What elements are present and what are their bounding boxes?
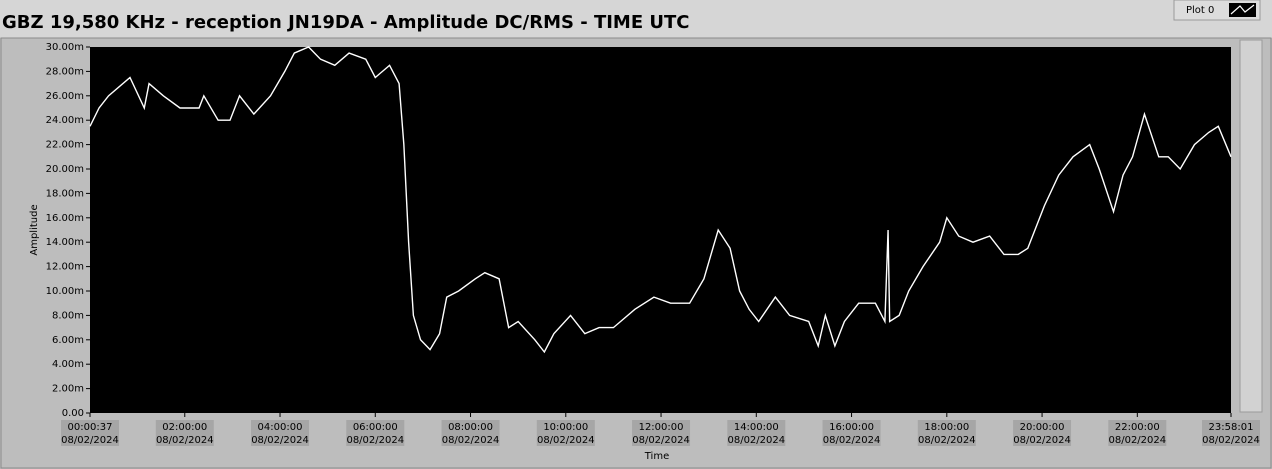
side-panel: [1239, 39, 1263, 413]
x-tick-label: 14:00:00: [734, 422, 779, 433]
x-tick-label: 00:00:37: [68, 422, 113, 433]
y-tick-label: 4.00m: [52, 359, 84, 370]
x-tick-label: 12:00:00: [639, 422, 684, 433]
x-tick-label: 08/02/2024: [823, 435, 881, 446]
legend-swatch: [1229, 3, 1256, 17]
plot-area: [90, 47, 1231, 413]
x-tick-label: 08/02/2024: [1202, 435, 1260, 446]
x-tick-label: 08/02/2024: [918, 435, 976, 446]
y-tick-label: 10.00m: [46, 286, 84, 297]
x-tick-label: 16:00:00: [829, 422, 874, 433]
x-tick-label-box: [1108, 420, 1167, 446]
x-tick-label-box: [1013, 420, 1072, 446]
x-tick-label: 08/02/2024: [1013, 435, 1071, 446]
x-tick-label-box: [346, 420, 405, 446]
y-tick-label: 16.00m: [46, 213, 84, 224]
x-tick-label: 20:00:00: [1020, 422, 1065, 433]
chart-title: GBZ 19,580 KHz - reception JN19DA - Ampl…: [2, 12, 690, 33]
x-tick-label: 08/02/2024: [442, 435, 500, 446]
x-tick-label: 22:00:00: [1115, 422, 1160, 433]
x-tick-label: 08/02/2024: [251, 435, 309, 446]
y-tick-label: 18.00m: [46, 188, 84, 199]
y-tick-label: 2.00m: [52, 384, 84, 395]
x-axis-label: Time: [644, 451, 669, 462]
x-tick-label: 08/02/2024: [537, 435, 595, 446]
x-tick-label: 08:00:00: [448, 422, 493, 433]
y-axis-label: Amplitude: [29, 204, 40, 255]
x-tick-label-box: [61, 420, 119, 446]
title-bar: [0, 0, 1272, 38]
y-tick-label: 0.00: [62, 408, 84, 419]
y-tick-label: 8.00m: [52, 310, 84, 321]
x-tick-label: 08/02/2024: [346, 435, 404, 446]
x-tick-label: 08/02/2024: [1108, 435, 1166, 446]
x-tick-label: 18:00:00: [924, 422, 969, 433]
x-tick-label-box: [632, 420, 691, 446]
x-tick-label: 06:00:00: [353, 422, 398, 433]
y-tick-label: 20.00m: [46, 164, 84, 175]
x-tick-label: 10:00:00: [543, 422, 588, 433]
legend-label: Plot 0: [1186, 5, 1214, 16]
x-tick-label-box: [251, 420, 310, 446]
y-tick-label: 28.00m: [46, 66, 84, 77]
x-tick-label-box: [917, 420, 976, 446]
x-tick-label-box: [822, 420, 881, 446]
y-tick-label: 22.00m: [46, 140, 84, 151]
x-tick-label: 08/02/2024: [156, 435, 214, 446]
y-tick-label: 14.00m: [46, 237, 84, 248]
y-tick-label: 24.00m: [46, 115, 84, 126]
y-tick-label: 6.00m: [52, 335, 84, 346]
x-tick-label-box: [536, 420, 595, 446]
x-tick-label: 04:00:00: [258, 422, 303, 433]
x-tick-label: 08/02/2024: [727, 435, 785, 446]
y-tick-label: 26.00m: [46, 91, 84, 102]
x-tick-label-box: [727, 420, 786, 446]
y-tick-label: 30.00m: [46, 42, 84, 53]
x-tick-label: 23:58:01: [1209, 422, 1254, 433]
x-tick-label: 08/02/2024: [632, 435, 690, 446]
x-tick-label-box: [155, 420, 214, 446]
legend-line: [1230, 4, 1255, 15]
x-tick-label-box: [441, 420, 500, 446]
x-tick-label: 08/02/2024: [61, 435, 119, 446]
x-tick-label: 02:00:00: [162, 422, 207, 433]
data-line: [89, 46, 1232, 354]
x-tick-label-box: [1202, 420, 1260, 446]
y-tick-label: 12.00m: [46, 262, 84, 273]
